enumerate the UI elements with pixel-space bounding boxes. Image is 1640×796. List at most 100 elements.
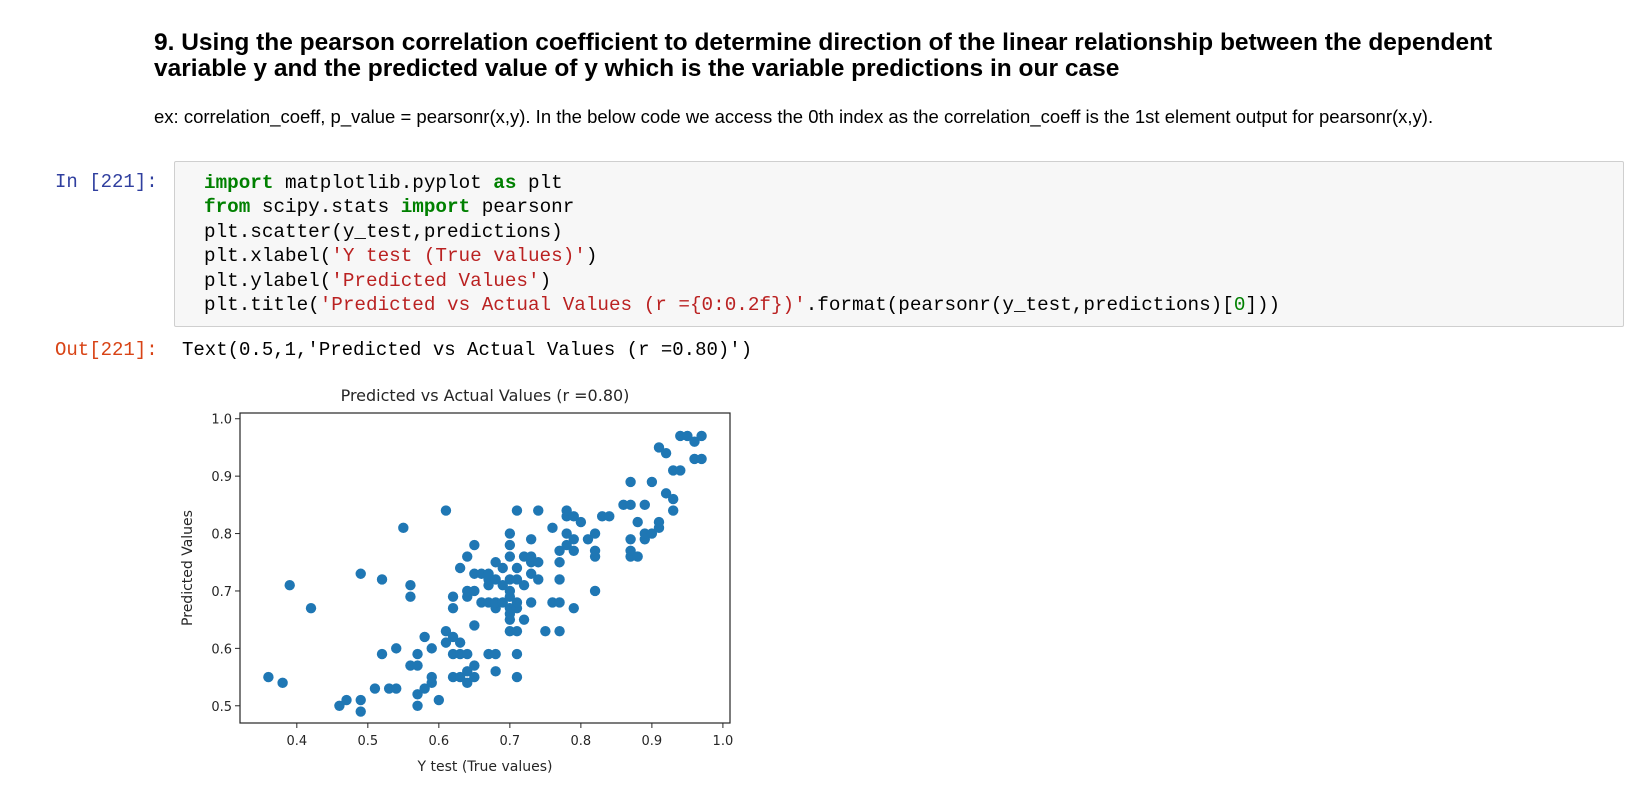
y-tick-label: 0.5 [211,700,232,715]
y-tick-label: 0.9 [211,470,232,485]
scatter-point [604,511,615,522]
scatter-point [497,597,508,608]
code-line-5: plt.ylabel('Predicted Values') [204,270,551,292]
code-token: .format(pearsonr(y_test,predictions)[ [805,294,1234,317]
scatter-point [568,602,579,614]
scatter-point [653,516,665,528]
scatter-point [518,614,530,625]
scatter-point [419,631,430,643]
scatter-point [391,643,402,654]
scatter-point [334,700,345,711]
scatter-point [355,694,366,706]
section-heading-line-2: variable y and the predicted value of y … [154,55,1120,82]
scatter-point [440,625,452,637]
scatter-point [533,557,544,568]
scatter-point [653,442,665,453]
output-text: Text(0.5,1,'Predicted vs Actual Values (… [182,339,753,361]
y-tick-label: 1.0 [211,413,232,428]
x-axis-label: Y test (True values) [417,759,553,775]
scatter-point [469,585,480,597]
scatter-point [525,597,537,608]
scatter-point [405,591,416,602]
scatter-point [568,545,579,556]
scatter-point [511,597,523,608]
scatter-point [554,574,565,585]
scatter-point [419,683,430,694]
scatter-point [646,476,658,488]
code-line-3: plt.scatter(y_test,predictions) [204,220,563,243]
scatter-point [462,551,473,562]
scatter-point [554,545,565,556]
scatter-point [440,637,452,648]
string-literal: 'Y test (True values)' [331,245,586,268]
explanation-paragraph: ex: correlation_coeff, p_value = pearson… [154,106,1434,127]
scatter-point [447,602,459,614]
y-tick-label: 0.7 [211,585,232,600]
scatter-point [646,528,658,539]
scatter-point [469,539,480,551]
code-input-area[interactable]: import matplotlib.pyplot as plt from sci… [174,161,1624,327]
scatter-point [525,551,537,562]
code-token: pearsonr [470,196,575,219]
section-heading-line-1: 9. Using the pearson correlation coeffic… [154,29,1493,56]
scatter-point [469,620,480,631]
scatter-point [660,447,672,459]
scatter-point [511,505,523,516]
scatter-point [568,534,579,545]
scatter-point [469,671,480,683]
scatter-point [511,562,523,574]
scatter-point [412,700,423,711]
scatter-point [625,476,636,488]
scatter-point [490,666,501,677]
plot-frame [239,412,731,724]
scatter-point [561,528,572,539]
scatter-point [454,671,466,683]
scatter-point [504,528,516,539]
scatter-point [355,568,366,579]
scatter-point [504,551,516,562]
scatter-point [376,574,388,585]
code-token: plt.xlabel( [204,245,332,268]
code-token: scipy.stats [250,196,401,219]
string-literal: 'Predicted vs Actual Values (r ={0:0.2f}… [319,294,806,317]
chart-title: Predicted vs Actual Values (r =0.80) [341,386,630,405]
x-tick-label: 0.8 [571,734,592,749]
scatter-point [454,637,466,648]
scatter-point [412,660,423,671]
scatter-point [554,557,565,568]
scatter-point [412,648,423,660]
x-tick-label: 1.0 [713,734,734,749]
input-prompt: In [221]: [55,171,158,193]
scatter-point [490,648,501,660]
x-axis: 0.4 0.5 0.6 0.7 0.8 0.9 1.0 [286,723,733,749]
scatter-point [696,453,707,465]
scatter-point [632,516,643,528]
scatter-point [426,643,437,654]
code-text[interactable]: import matplotlib.pyplot as plt from sci… [204,171,1280,317]
scatter-point [511,648,523,660]
scatter-point [667,505,679,516]
code-token: ) [585,245,598,268]
scatter-chart: Predicted vs Actual Values (r =0.80) 0.4… [180,386,733,775]
scatter-point [490,557,501,568]
code-token: plt.ylabel( [204,269,332,292]
scatter-point [462,666,473,677]
scatter-point [504,585,516,597]
code-line-1: import matplotlib.pyplot as plt [204,172,563,194]
y-tick-label: 0.8 [211,528,232,543]
scatter-points [263,430,707,717]
scatter-point [589,585,601,597]
scatter-point [426,671,437,683]
scatter-point [511,671,523,683]
scatter-point [625,499,636,511]
scatter-point [376,648,388,660]
scatter-point [660,488,672,499]
scatter-point [547,522,558,534]
code-token: ) [539,269,552,292]
scatter-point [469,660,480,671]
scatter-point [355,706,366,717]
x-tick-label: 0.6 [428,734,449,749]
scatter-point [284,580,295,591]
x-tick-label: 0.7 [500,734,521,749]
scatter-point [568,511,579,522]
